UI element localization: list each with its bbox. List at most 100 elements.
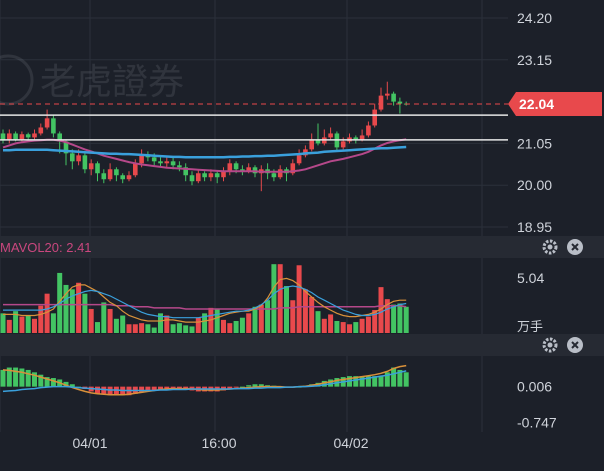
indicator-panel-header bbox=[0, 334, 604, 356]
volume-bar bbox=[113, 318, 119, 333]
volume-bar bbox=[6, 319, 12, 333]
watermark: 老虎證券 bbox=[0, 54, 184, 106]
volume-bar bbox=[126, 324, 132, 333]
volume-bar bbox=[315, 311, 321, 333]
volume-close-button[interactable] bbox=[567, 239, 583, 255]
volume-bar bbox=[50, 313, 56, 333]
candle bbox=[32, 133, 37, 138]
indicator-bar bbox=[25, 369, 31, 387]
candle bbox=[114, 169, 119, 176]
indicator-axis-tick: -0.747 bbox=[517, 414, 557, 430]
indicator-panel bbox=[0, 364, 409, 396]
candle bbox=[240, 169, 245, 172]
candle bbox=[189, 175, 195, 182]
volume-bar bbox=[13, 311, 19, 333]
indicator-bar bbox=[359, 376, 365, 387]
volume-bar bbox=[265, 300, 271, 333]
indicator-bar bbox=[69, 384, 75, 387]
axis-labels: 24.20 23.15 21.05 20.00 18.95 22.04 5.04 万手 0.00… bbox=[72, 10, 602, 451]
indicator-bar bbox=[50, 378, 56, 387]
volume-bar bbox=[353, 322, 359, 333]
volume-bar bbox=[107, 308, 113, 333]
candle bbox=[63, 141, 69, 154]
gear-icon bbox=[542, 239, 558, 255]
price-axis-tick: 23.15 bbox=[517, 52, 552, 68]
watermark-logo-icon bbox=[0, 54, 34, 106]
candle bbox=[38, 127, 44, 134]
candle bbox=[208, 173, 214, 178]
indicator-bar bbox=[378, 376, 384, 387]
indicator-bar bbox=[158, 386, 163, 390]
indicator-bar bbox=[0, 369, 6, 387]
candle bbox=[359, 135, 365, 140]
candle bbox=[57, 133, 62, 142]
candle bbox=[107, 169, 113, 180]
indicator-bar bbox=[233, 386, 239, 388]
candle bbox=[309, 139, 314, 150]
candle bbox=[164, 161, 170, 164]
indicator-bar bbox=[63, 381, 69, 387]
volume-bar bbox=[290, 300, 296, 333]
candle bbox=[133, 163, 138, 176]
candle bbox=[25, 134, 31, 138]
grid bbox=[0, 0, 508, 432]
indicator-bar bbox=[246, 385, 252, 387]
volume-bar bbox=[176, 323, 182, 333]
volume-bar bbox=[63, 284, 69, 333]
indicator-bar bbox=[239, 386, 245, 388]
price-axis-tick: 18.95 bbox=[517, 219, 552, 235]
volume-bar bbox=[359, 318, 365, 333]
volume-bar bbox=[183, 325, 189, 333]
indicator-bar bbox=[6, 367, 12, 387]
volume-bar bbox=[32, 318, 37, 333]
volume-bar bbox=[44, 293, 50, 333]
volume-bar bbox=[233, 320, 239, 333]
indicator-settings-button[interactable] bbox=[542, 337, 558, 353]
candle bbox=[315, 139, 321, 144]
last-price-label: 22.04 bbox=[519, 96, 554, 112]
time-axis-tick: 04/01 bbox=[72, 435, 107, 451]
indicator-bar bbox=[397, 369, 403, 387]
indicator-axis-tick: 0.006 bbox=[517, 378, 552, 394]
indicator-bar bbox=[258, 384, 264, 387]
indicator-bar bbox=[391, 367, 397, 387]
candle bbox=[139, 155, 144, 164]
volume-bar bbox=[378, 287, 384, 333]
candle bbox=[7, 133, 12, 140]
candle bbox=[120, 175, 125, 180]
indicator-bar bbox=[113, 386, 119, 396]
volume-bar bbox=[246, 313, 252, 333]
volume-bar bbox=[151, 327, 157, 333]
candle bbox=[151, 157, 157, 162]
volume-panel-header bbox=[0, 236, 604, 258]
last-price-tag bbox=[508, 91, 602, 116]
indicator-bar bbox=[38, 374, 44, 387]
indicator-bar bbox=[252, 384, 258, 387]
volume-bar bbox=[88, 308, 94, 333]
indicator-bar bbox=[32, 372, 37, 387]
candle bbox=[397, 101, 403, 104]
candle bbox=[252, 167, 258, 174]
indicator-bar bbox=[403, 372, 409, 387]
indicator-bar bbox=[365, 376, 371, 387]
candle bbox=[51, 118, 56, 134]
volume-bar bbox=[277, 264, 283, 333]
volume-settings-button[interactable] bbox=[542, 239, 558, 255]
ma-line-fast bbox=[3, 145, 407, 159]
volume-bar bbox=[347, 324, 352, 333]
candle bbox=[95, 163, 100, 174]
indicator-bar bbox=[107, 386, 113, 396]
candle bbox=[227, 163, 233, 172]
candle bbox=[366, 125, 371, 136]
volume-bar bbox=[82, 293, 88, 333]
volume-bar bbox=[95, 322, 100, 333]
indicator-close-button[interactable] bbox=[567, 337, 583, 353]
volume-bar bbox=[101, 302, 107, 333]
indicator-bar bbox=[145, 386, 151, 392]
candle bbox=[290, 163, 296, 174]
volume-bar bbox=[309, 296, 315, 333]
candle bbox=[214, 173, 220, 178]
candle bbox=[385, 93, 390, 96]
price-axis-tick: 24.20 bbox=[517, 10, 552, 26]
